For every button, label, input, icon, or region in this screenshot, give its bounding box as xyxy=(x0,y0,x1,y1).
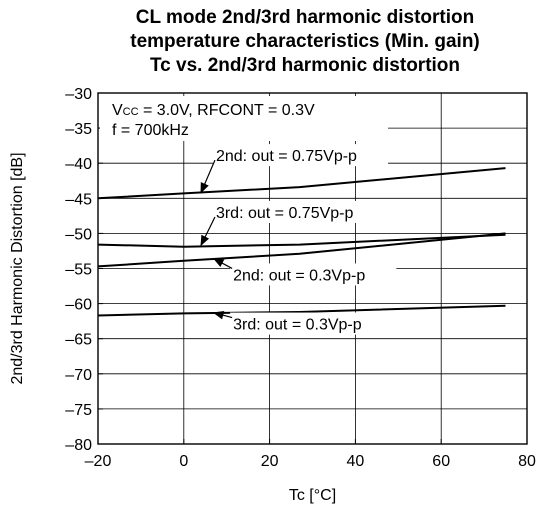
y-tick-label: –40 xyxy=(65,156,92,173)
series-line xyxy=(97,232,506,268)
x-tick-label: –20 xyxy=(85,453,112,470)
x-tick-label: 0 xyxy=(179,453,188,470)
ticks: –20 0 20 40 60 80 –80 –75 –70 –65 –60 –55 –50 –45 –40 –… xyxy=(65,86,536,470)
axis-labels: Tc [°C] 2nd/3rd Harmonic Distortion [dB] xyxy=(9,152,336,504)
conditions-bg xyxy=(100,96,388,141)
annotation-bg xyxy=(230,312,397,335)
y-axis-label: 2nd/3rd Harmonic Distortion [dB] xyxy=(9,152,26,384)
annotation-label: 2nd: out = 0.75Vp-p xyxy=(216,148,357,165)
y-tick-label: –65 xyxy=(65,332,92,349)
chart-title: CL mode 2nd/3rd harmonic distortion tempe… xyxy=(130,7,480,76)
y-tick-label: –60 xyxy=(65,297,92,314)
series-line xyxy=(97,167,506,200)
annotation-label: 3rd: out = 0.75Vp-p xyxy=(216,205,354,222)
y-tick-label: –55 xyxy=(65,262,92,279)
title-line: Tc vs. 2nd/3rd harmonic distortion xyxy=(150,55,460,76)
annotation-label: 3rd: out = 0.3Vp-p xyxy=(233,317,362,334)
annotation-arrow xyxy=(212,258,233,269)
annotation-label: 2nd: out = 0.3Vp-p xyxy=(233,267,365,284)
x-tick-label: 60 xyxy=(432,453,450,470)
annotation-arrow xyxy=(200,216,216,247)
conditions-supply: VCC = 3.0V, RFCONT = 0.3V xyxy=(112,102,315,119)
annotation-arrow xyxy=(212,311,233,320)
y-tick-label: –80 xyxy=(65,437,92,454)
x-tick-label: 80 xyxy=(518,453,536,470)
y-tick-label: –50 xyxy=(65,226,92,243)
series-lines xyxy=(97,167,506,317)
y-tick-label: –75 xyxy=(65,402,92,419)
series-line xyxy=(97,233,506,248)
x-tick-label: 40 xyxy=(347,453,365,470)
annotation-bg xyxy=(212,200,389,223)
conditions-box: VCC = 3.0V, RFCONT = 0.3V f = 700kHz xyxy=(100,96,388,141)
title-line: CL mode 2nd/3rd harmonic distortion xyxy=(136,7,475,28)
y-tick-label: –70 xyxy=(65,367,92,384)
x-tick-label: 20 xyxy=(261,453,279,470)
annotation-bg xyxy=(230,263,397,286)
annotation-arrow xyxy=(200,159,216,194)
title-line: temperature characteristics (Min. gain) xyxy=(130,31,480,52)
annotations: 2nd: out = 0.75Vp-p 3rd: out = 0.75Vp-p 2n… xyxy=(200,144,397,335)
y-tick-label: –35 xyxy=(65,121,92,138)
y-tick-label: –30 xyxy=(65,86,92,103)
x-axis-label: Tc [°C] xyxy=(289,487,336,504)
y-tick-label: –45 xyxy=(65,191,92,208)
annotation-bg xyxy=(212,144,389,167)
conditions-frequency: f = 700kHz xyxy=(112,122,189,139)
